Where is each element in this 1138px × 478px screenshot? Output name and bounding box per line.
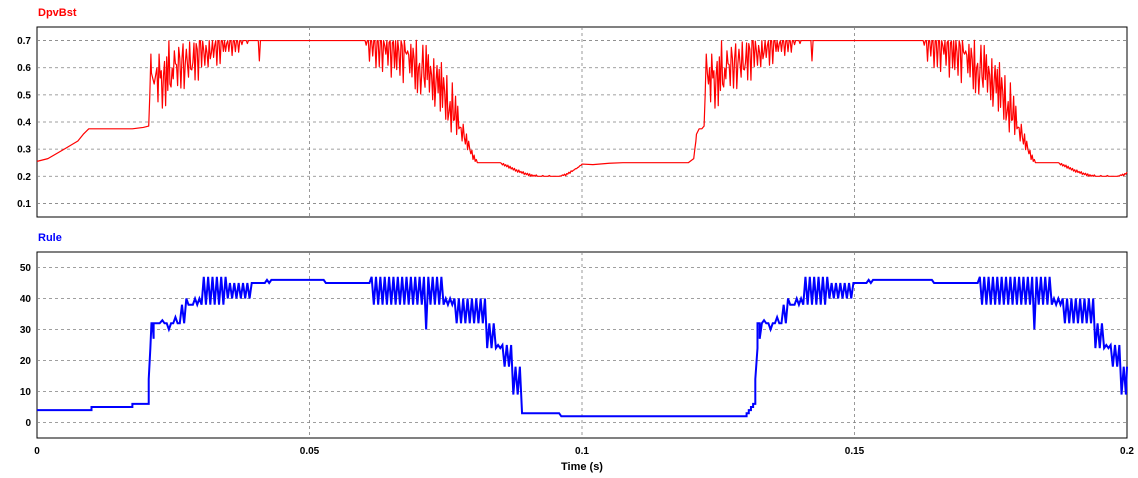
x-tick-label-1: 0.05 <box>300 446 320 457</box>
x-tick-label-4: 0.2 <box>1120 446 1134 457</box>
x-axis-label: Time (s) <box>561 461 603 473</box>
x-tick-label-2: 0.1 <box>575 446 589 457</box>
y-tick-label-0-2: 0.3 <box>17 145 31 156</box>
rule-series-line <box>37 276 1128 418</box>
dpvbst-gridlines <box>37 27 1127 217</box>
rule-panel-title: Rule <box>38 232 62 244</box>
y-tick-label-1-2: 20 <box>20 356 32 367</box>
y-tick-label-0-6: 0.7 <box>17 36 31 47</box>
y-tick-label-0-4: 0.5 <box>17 90 31 101</box>
dpvbst-panel-title: DpvBst <box>38 7 77 19</box>
x-tick-label-0: 0 <box>34 446 40 457</box>
dpvbst-panel: DpvBst 0.1 0.2 0.3 0.4 0.5 0.6 0.7 <box>17 7 1128 218</box>
y-tick-label-0-3: 0.4 <box>17 118 31 129</box>
x-tick-label-3: 0.15 <box>845 446 865 457</box>
y-tick-label-1-5: 50 <box>20 263 32 274</box>
y-tick-label-0-5: 0.6 <box>17 63 31 74</box>
y-tick-label-0-1: 0.2 <box>17 172 31 183</box>
dpvbst-series-line <box>36 39 1128 177</box>
y-tick-label-1-4: 40 <box>20 294 32 305</box>
y-tick-label-1-1: 10 <box>20 387 32 398</box>
y-tick-label-1-3: 30 <box>20 325 32 336</box>
time-x-axis: 0 0.05 0.1 0.15 0.2 <box>34 446 1134 457</box>
rule-y-axis: 0 10 20 30 40 50 <box>20 263 32 429</box>
y-tick-label-0-0: 0.1 <box>17 199 31 210</box>
rule-panel: Rule 0 10 20 30 40 50 0 0.05 0.1 0.15 0.2 Time (s… <box>20 232 1135 473</box>
dpvbst-y-axis: 0.1 0.2 0.3 0.4 0.5 0.6 0.7 <box>17 36 31 210</box>
y-tick-label-1-0: 0 <box>25 418 31 429</box>
